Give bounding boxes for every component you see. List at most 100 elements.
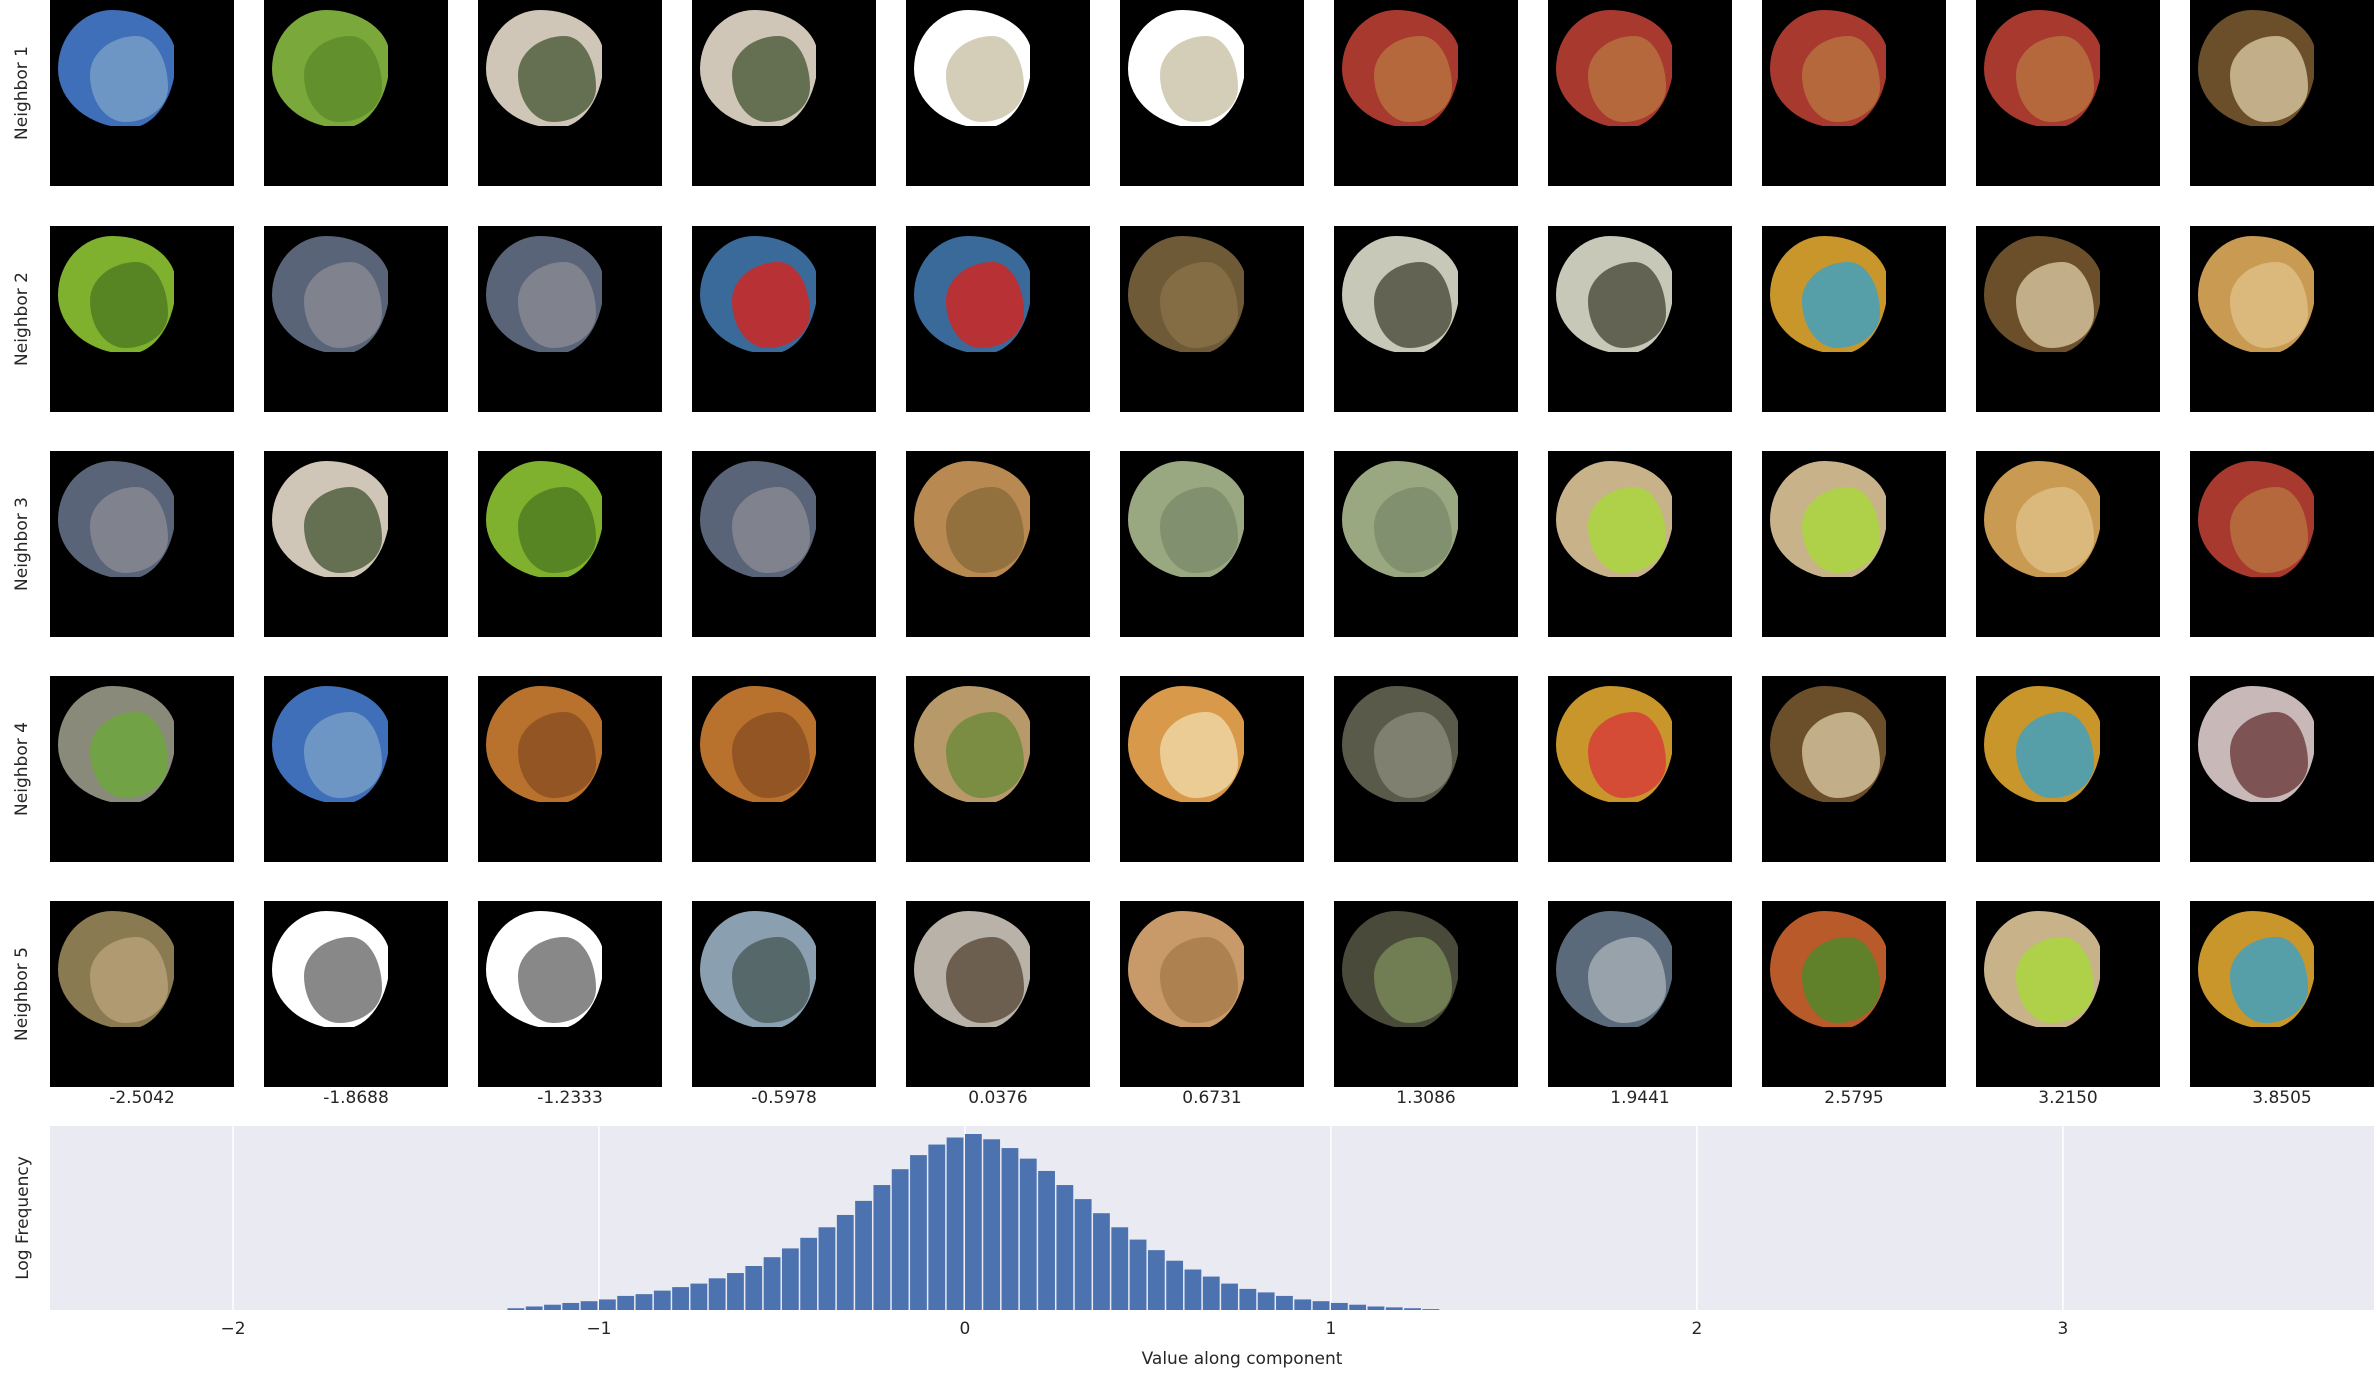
neighbor-thumbnail xyxy=(1548,451,1732,637)
image-segment xyxy=(2230,712,2308,798)
masked-image-crop xyxy=(478,451,602,577)
masked-image-crop xyxy=(1976,226,2100,352)
neighbor-thumbnail xyxy=(50,676,234,862)
histogram-bar xyxy=(1221,1283,1238,1310)
image-segment xyxy=(2016,712,2094,798)
histogram-bar xyxy=(562,1302,580,1310)
masked-image-crop xyxy=(50,901,174,1027)
neighbor-thumbnail xyxy=(906,451,1090,637)
image-segment xyxy=(90,937,168,1023)
image-segment xyxy=(732,487,810,573)
histogram-bar xyxy=(1349,1304,1367,1310)
neighbor-thumbnail xyxy=(1548,901,1732,1087)
image-segment xyxy=(1374,712,1452,798)
masked-image-crop xyxy=(1762,226,1886,352)
masked-image-crop xyxy=(264,451,388,577)
histogram-bar xyxy=(1074,1199,1092,1310)
image-segment xyxy=(90,262,168,348)
histogram-bar xyxy=(1367,1306,1385,1310)
neighbor-thumbnail xyxy=(264,226,448,412)
neighbor-thumbnail xyxy=(1120,451,1304,637)
image-segment xyxy=(1160,262,1238,348)
row-label-text: Neighbor 2 xyxy=(12,272,32,366)
image-segment xyxy=(1802,937,1880,1023)
masked-image-crop xyxy=(2190,901,2314,1027)
neighbor-thumbnail xyxy=(1334,676,1518,862)
masked-image-crop xyxy=(264,0,388,126)
image-segment xyxy=(1802,487,1880,573)
neighbor-thumbnail xyxy=(50,226,234,412)
masked-image-crop xyxy=(906,226,1030,352)
masked-image-crop xyxy=(2190,0,2314,126)
image-segment xyxy=(1802,36,1880,122)
masked-image-crop xyxy=(478,0,602,126)
histogram-bar xyxy=(598,1299,616,1310)
image-segment xyxy=(732,262,810,348)
image-segment xyxy=(1160,937,1238,1023)
image-segment xyxy=(1374,937,1452,1023)
neighbor-thumbnail xyxy=(692,451,876,637)
image-segment xyxy=(946,262,1024,348)
image-segment xyxy=(518,487,596,573)
masked-image-crop xyxy=(692,901,816,1027)
neighbor-thumbnail xyxy=(1120,226,1304,412)
neighbor-thumbnail xyxy=(264,901,448,1087)
histogram-bar xyxy=(708,1278,726,1310)
histogram-bar xyxy=(1038,1170,1055,1310)
masked-image-crop xyxy=(1334,676,1458,802)
x-tick-label: −1 xyxy=(586,1319,611,1339)
neighbor-thumbnail xyxy=(478,226,662,412)
y-axis-label: Log Frequency xyxy=(13,1156,33,1280)
masked-image-crop xyxy=(264,226,388,352)
histogram-bar xyxy=(727,1273,744,1310)
histogram-bar xyxy=(690,1283,708,1310)
row-label-text: Neighbor 1 xyxy=(12,46,32,140)
neighbor-thumbnail xyxy=(906,676,1090,862)
masked-image-crop xyxy=(50,0,174,126)
neighbor-thumbnail xyxy=(478,0,662,186)
masked-image-crop xyxy=(50,676,174,802)
masked-image-crop xyxy=(2190,676,2314,802)
neighbor-thumbnail xyxy=(2190,0,2374,186)
masked-image-crop xyxy=(906,901,1030,1027)
image-segment xyxy=(2230,36,2308,122)
neighbor-thumbnail xyxy=(478,676,662,862)
histogram-bar xyxy=(781,1248,799,1310)
masked-image-crop xyxy=(1120,451,1244,577)
histogram-bar xyxy=(745,1266,763,1310)
histogram-bar xyxy=(1276,1295,1293,1310)
column-value-label: -0.5978 xyxy=(751,1088,817,1108)
neighbor-thumbnail xyxy=(2190,226,2374,412)
image-segment xyxy=(1802,262,1880,348)
image-segment xyxy=(946,36,1024,122)
image-segment xyxy=(90,712,168,798)
image-segment xyxy=(304,36,382,122)
histogram-bar xyxy=(891,1169,909,1310)
masked-image-crop xyxy=(1976,676,2100,802)
masked-image-crop xyxy=(478,676,602,802)
histogram-bar xyxy=(635,1294,653,1310)
image-segment xyxy=(946,937,1024,1023)
image-segment xyxy=(2230,487,2308,573)
image-segment xyxy=(2016,36,2094,122)
masked-image-crop xyxy=(906,451,1030,577)
image-segment xyxy=(2016,937,2094,1023)
masked-image-crop xyxy=(2190,226,2314,352)
image-segment xyxy=(304,712,382,798)
histogram-bar xyxy=(1385,1307,1403,1310)
masked-image-crop xyxy=(1120,901,1244,1027)
image-segment xyxy=(304,262,382,348)
masked-image-crop xyxy=(1120,226,1244,352)
masked-image-crop xyxy=(1548,0,1672,126)
neighbor-thumbnail xyxy=(692,676,876,862)
row-label: Neighbor 1 xyxy=(0,0,44,186)
neighbor-thumbnail xyxy=(1548,0,1732,186)
neighbor-thumbnail xyxy=(1762,901,1946,1087)
neighbor-thumbnail xyxy=(1548,226,1732,412)
image-segment xyxy=(2230,937,2308,1023)
image-segment xyxy=(2016,262,2094,348)
column-value-label: -2.5042 xyxy=(109,1088,175,1108)
image-segment xyxy=(2230,262,2308,348)
masked-image-crop xyxy=(264,901,388,1027)
neighbor-thumbnail xyxy=(1334,451,1518,637)
